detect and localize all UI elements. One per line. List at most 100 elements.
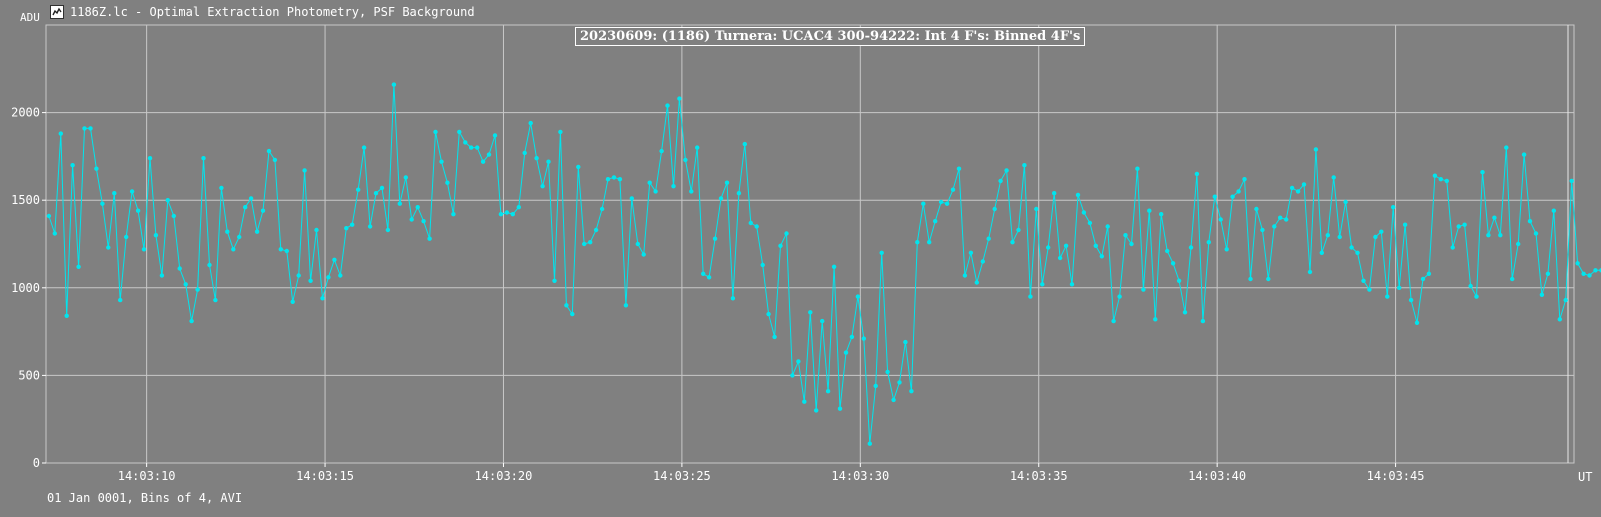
- data-point: [314, 227, 319, 233]
- chart-app-icon[interactable]: [50, 5, 64, 19]
- data-point: [1533, 231, 1539, 236]
- data-point: [403, 175, 408, 180]
- data-point: [1218, 217, 1223, 222]
- x-tick-label: 14:03:10: [118, 469, 176, 483]
- data-point: [611, 175, 617, 180]
- data-point: [326, 275, 331, 280]
- data-point: [1224, 247, 1229, 252]
- data-point: [998, 178, 1003, 184]
- data-point: [439, 159, 444, 164]
- data-point: [808, 310, 813, 315]
- data-point: [1397, 285, 1402, 290]
- data-point: [492, 133, 498, 138]
- data-point: [70, 163, 75, 168]
- data-point: [641, 252, 646, 257]
- data-point: [647, 180, 652, 185]
- data-point: [1063, 243, 1069, 248]
- data-point: [766, 311, 771, 317]
- data-point: [1486, 233, 1491, 238]
- data-point: [254, 229, 260, 234]
- data-point: [1385, 294, 1390, 299]
- data-point: [576, 164, 581, 170]
- data-point: [564, 303, 569, 308]
- plot-frame: [45, 24, 1575, 464]
- data-point: [552, 278, 557, 283]
- data-point: [1254, 206, 1259, 212]
- data-point: [1492, 215, 1497, 220]
- data-point: [421, 219, 426, 224]
- data-point: [52, 231, 57, 236]
- data-point: [825, 389, 831, 394]
- data-point: [272, 157, 278, 163]
- data-point: [243, 205, 248, 210]
- data-point: [992, 206, 997, 212]
- data-point: [1438, 177, 1444, 182]
- data-point: [189, 318, 194, 324]
- data-point: [1087, 220, 1093, 226]
- data-point: [617, 177, 623, 182]
- data-point: [350, 222, 355, 227]
- data-point: [855, 294, 861, 299]
- data-point: [1099, 254, 1105, 259]
- data-point: [927, 240, 932, 245]
- data-point: [683, 157, 688, 163]
- data-point: [498, 212, 504, 217]
- data-point: [718, 196, 724, 201]
- data-point: [1188, 245, 1194, 250]
- data-point: [451, 212, 456, 217]
- data-point: [1010, 240, 1015, 245]
- data-point: [1212, 194, 1218, 199]
- data-point: [1545, 271, 1551, 276]
- data-point: [950, 187, 956, 192]
- data-point: [1004, 168, 1009, 173]
- data-point: [409, 217, 414, 222]
- data-point: [1510, 276, 1515, 282]
- data-point: [909, 389, 914, 394]
- data-point: [1444, 178, 1450, 184]
- data-point: [88, 126, 93, 131]
- data-point: [772, 334, 777, 340]
- data-point: [1040, 282, 1045, 287]
- data-point: [1408, 297, 1414, 303]
- data-point: [974, 280, 979, 285]
- data-point: [1468, 283, 1473, 289]
- data-point: [1266, 276, 1271, 282]
- data-point: [1105, 224, 1110, 229]
- data-point: [1153, 317, 1158, 322]
- data-point: [1587, 273, 1592, 278]
- data-point: [469, 145, 474, 150]
- data-point: [1170, 261, 1176, 266]
- data-point: [522, 150, 527, 156]
- data-point: [201, 156, 206, 161]
- data-point: [1367, 287, 1372, 292]
- data-point: [213, 297, 218, 303]
- data-point: [1046, 245, 1051, 250]
- data-point: [849, 334, 855, 340]
- data-point: [64, 313, 69, 318]
- data-point: [915, 240, 920, 245]
- data-point: [1016, 227, 1021, 233]
- data-point: [1456, 224, 1461, 229]
- data-point: [46, 213, 52, 219]
- data-point: [1474, 294, 1479, 299]
- data-point: [1022, 163, 1027, 168]
- data-point: [861, 336, 866, 341]
- data-point: [1414, 320, 1420, 325]
- grid-layer: [46, 25, 1574, 464]
- data-point: [1331, 175, 1336, 180]
- data-point: [986, 236, 991, 241]
- data-point: [784, 231, 789, 236]
- data-point: [320, 296, 325, 301]
- data-point: [873, 383, 878, 389]
- window-title: 1186Z.lc - Optimal Extraction Photometry…: [70, 5, 475, 19]
- data-point: [605, 177, 611, 182]
- data-point: [540, 184, 545, 189]
- data-point: [1284, 217, 1289, 222]
- data-point: [1034, 206, 1039, 212]
- data-point: [599, 206, 605, 212]
- data-point: [1141, 287, 1146, 292]
- data-point: [1117, 294, 1122, 299]
- data-point: [153, 233, 159, 238]
- data-point: [1028, 294, 1033, 299]
